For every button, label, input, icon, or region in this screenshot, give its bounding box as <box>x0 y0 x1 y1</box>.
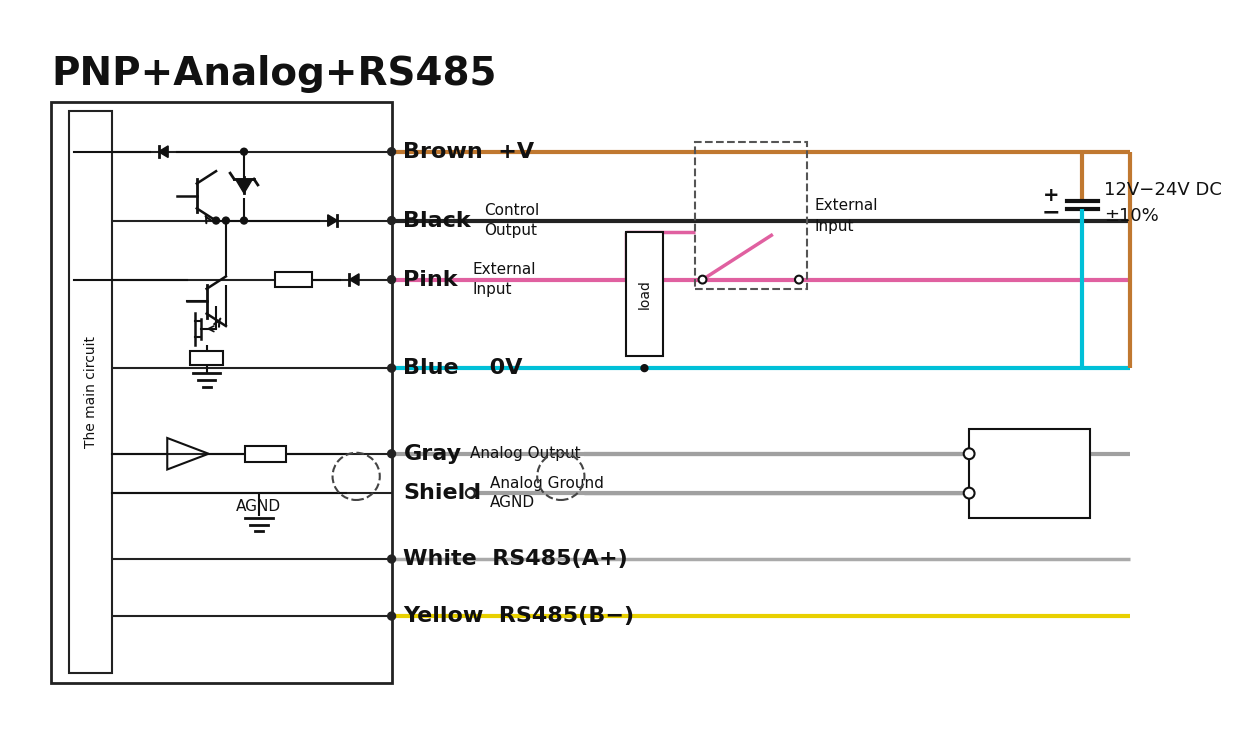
Circle shape <box>466 489 474 498</box>
Circle shape <box>698 276 706 284</box>
Text: PNP+Analog+RS485: PNP+Analog+RS485 <box>51 55 497 93</box>
Circle shape <box>387 450 396 458</box>
Circle shape <box>796 276 803 284</box>
Text: Yellow  RS485(B−): Yellow RS485(B−) <box>403 606 635 626</box>
Circle shape <box>641 365 647 372</box>
Text: External
Input: External Input <box>814 198 878 234</box>
Text: External
Input: External Input <box>472 262 535 297</box>
Text: Control
Output: Control Output <box>484 203 539 238</box>
Text: +: + <box>1042 186 1059 205</box>
Circle shape <box>964 449 975 459</box>
Circle shape <box>240 217 248 224</box>
Text: Pink: Pink <box>403 270 458 290</box>
Circle shape <box>240 149 248 155</box>
Circle shape <box>213 217 219 224</box>
Bar <box>190 351 223 365</box>
Bar <box>274 271 312 287</box>
Text: AGND: AGND <box>237 498 281 513</box>
Text: Blue    0V: Blue 0V <box>403 358 523 379</box>
Polygon shape <box>327 215 337 226</box>
Text: 12V−24V DC
±10%: 12V−24V DC ±10% <box>1104 181 1221 225</box>
Bar <box>695 142 807 290</box>
Bar <box>626 232 664 357</box>
Polygon shape <box>235 179 253 193</box>
Text: The main circuit: The main circuit <box>83 336 97 448</box>
Circle shape <box>387 555 396 563</box>
Text: −: − <box>1042 203 1059 222</box>
Bar <box>68 112 112 673</box>
Text: load: load <box>637 280 651 309</box>
Polygon shape <box>350 274 359 285</box>
Polygon shape <box>158 146 168 158</box>
Text: Gray: Gray <box>403 444 462 464</box>
Circle shape <box>387 148 396 155</box>
Text: White  RS485(A+): White RS485(A+) <box>403 549 629 569</box>
Circle shape <box>387 276 396 284</box>
Text: Black: Black <box>403 210 471 231</box>
Circle shape <box>387 364 396 372</box>
Text: Analog Ground
AGND: Analog Ground AGND <box>491 476 604 510</box>
Bar <box>245 446 286 461</box>
Circle shape <box>387 216 396 225</box>
Circle shape <box>387 612 396 620</box>
Bar <box>969 429 1091 518</box>
Text: Brown  +V: Brown +V <box>403 142 534 161</box>
Circle shape <box>964 488 975 498</box>
Bar <box>51 102 392 683</box>
Text: Analog Output: Analog Output <box>471 446 581 461</box>
Text: Shield: Shield <box>403 483 482 503</box>
Text: Analog
Input
Device: Analog Input Device <box>1003 445 1056 502</box>
Circle shape <box>223 217 229 224</box>
